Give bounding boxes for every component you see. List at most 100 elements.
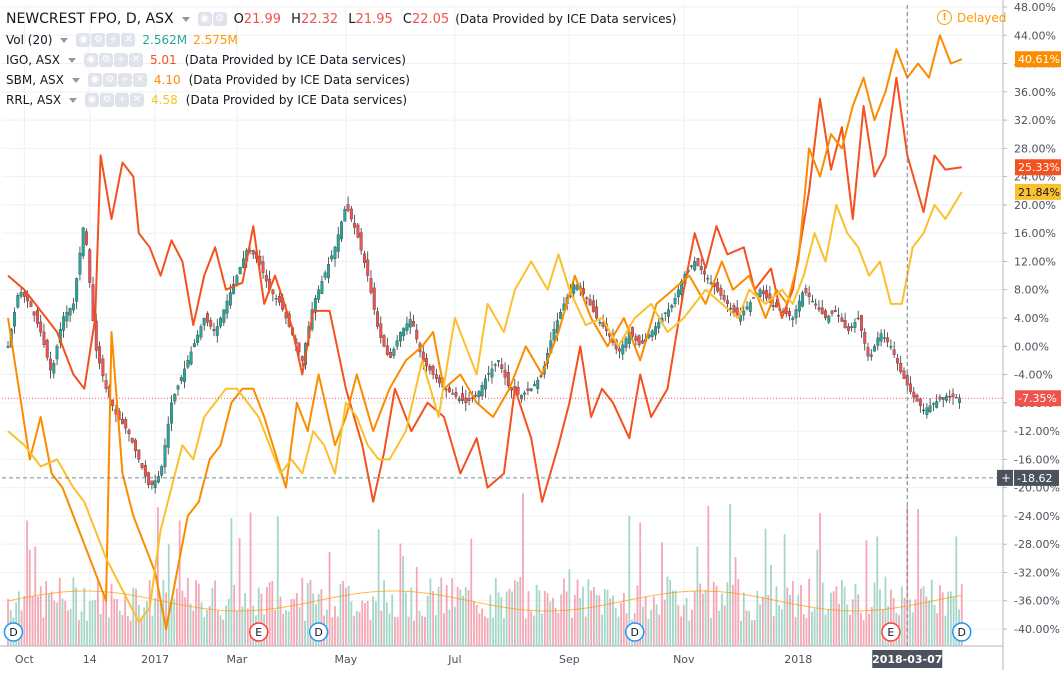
gear-icon[interactable]: ⚙ (100, 93, 115, 107)
dividend-marker[interactable]: D (625, 622, 645, 642)
candle-body (657, 322, 661, 329)
delayed-indicator[interactable]: ! Delayed (937, 10, 1006, 25)
gear-icon[interactable]: ⚙ (98, 53, 113, 67)
volume-bar (794, 617, 797, 646)
compare-title[interactable]: RRL, ASX (6, 93, 62, 107)
eye-icon[interactable]: ◉ (76, 33, 91, 47)
candle-body (150, 480, 154, 485)
plus-icon[interactable]: + (117, 73, 132, 87)
x-tick-label: Mar (227, 653, 248, 666)
candle-body (271, 289, 275, 295)
volume-bar (279, 596, 282, 646)
volume-bar (249, 512, 252, 646)
compare-title[interactable]: IGO, ASX (6, 53, 60, 67)
chevron-down-icon[interactable] (67, 57, 76, 63)
volume-bar (892, 597, 895, 646)
volume-bar (91, 600, 94, 646)
candle-body (637, 335, 641, 346)
close-icon[interactable]: ✕ (132, 73, 147, 87)
dividend-marker[interactable]: D (3, 622, 24, 642)
candle-body (156, 476, 160, 483)
volume-value: 2.562M (142, 33, 188, 47)
volume-bar (587, 579, 590, 646)
volume-bar (601, 614, 603, 646)
candle-body (366, 259, 370, 276)
plus-icon[interactable]: + (106, 33, 121, 47)
candle-body (516, 387, 520, 395)
volume-bar (753, 620, 756, 646)
candle-body (480, 384, 484, 397)
volume-bar (582, 586, 584, 646)
volume-bar (407, 616, 410, 646)
candle-body (902, 370, 906, 379)
symbol-title[interactable]: NEWCREST FPO, D, ASX (6, 11, 174, 27)
volume-bar (781, 609, 783, 646)
candle-body (398, 331, 402, 342)
candle-body (748, 302, 752, 312)
close-value: C22.05 (402, 11, 450, 27)
candle-body (788, 311, 791, 317)
candle-body (931, 403, 935, 405)
volume-bar (195, 580, 197, 646)
plus-icon[interactable]: + (115, 93, 130, 107)
candle-body (444, 388, 448, 391)
candle-body (497, 360, 500, 363)
candle-body (846, 326, 850, 331)
volume-bar (358, 611, 361, 646)
volume-bar (380, 610, 383, 646)
volume-bar (353, 616, 355, 646)
volume-bar (306, 582, 309, 646)
plus-icon[interactable]: + (113, 53, 128, 67)
dividend-marker[interactable]: D (308, 622, 329, 642)
volume-bar (110, 583, 113, 646)
high-value: H22.32 (291, 11, 339, 27)
volume-bar (440, 577, 443, 646)
eye-icon[interactable]: ◉ (85, 93, 100, 107)
y-axis[interactable]: 48.00%44.00%40.00%36.00%32.00%28.00%24.0… (997, 0, 1061, 670)
gear-icon[interactable]: ⚙ (102, 73, 117, 87)
volume-bar (522, 493, 524, 646)
compare-title[interactable]: SBM, ASX (6, 73, 64, 87)
volume-bar (244, 593, 246, 646)
candle-body (634, 336, 638, 341)
close-icon[interactable]: ✕ (121, 33, 136, 47)
close-icon[interactable]: ✕ (130, 93, 145, 107)
x-tick-label: Oct (15, 653, 35, 666)
volume-bar (603, 589, 606, 646)
dividend-marker[interactable]: D (952, 622, 972, 642)
volume-bar (778, 605, 781, 646)
volume-title[interactable]: Vol (20) (6, 33, 53, 47)
eye-icon[interactable]: ◉ (197, 12, 212, 26)
earnings-marker[interactable]: E (248, 622, 269, 642)
chevron-down-icon[interactable] (60, 37, 69, 43)
volume-bar (914, 599, 917, 646)
candle-body (238, 266, 242, 275)
x-axis[interactable]: Oct 14 2017 Mar May Jul Sep Nov 2018 2018-03-07 (0, 645, 1003, 668)
gear-icon[interactable]: ⚙ (212, 12, 227, 26)
close-icon[interactable]: ✕ (128, 53, 143, 67)
volume-bar (543, 590, 546, 646)
candle-body (130, 437, 134, 443)
earnings-marker[interactable]: E (881, 622, 901, 642)
volume-bar (445, 585, 448, 646)
eye-icon[interactable]: ◉ (83, 53, 98, 67)
volume-bar (691, 609, 693, 646)
volume-bar (127, 616, 129, 646)
volume-bar (524, 618, 527, 646)
candle-body (830, 310, 834, 314)
eye-icon[interactable]: ◉ (87, 73, 102, 87)
candle-body (732, 305, 736, 313)
volume-bar (383, 580, 385, 646)
chevron-down-icon[interactable] (69, 97, 78, 103)
volume-bar (483, 616, 486, 646)
chevron-down-icon[interactable] (181, 16, 190, 22)
volume-bar (505, 591, 508, 646)
volume-bar (7, 598, 9, 646)
chevron-down-icon[interactable] (71, 77, 80, 83)
gear-icon[interactable]: ⚙ (91, 33, 106, 47)
volume-bar (443, 613, 445, 646)
volume-bar (107, 617, 110, 646)
compare-value: 4.58 (151, 93, 178, 107)
